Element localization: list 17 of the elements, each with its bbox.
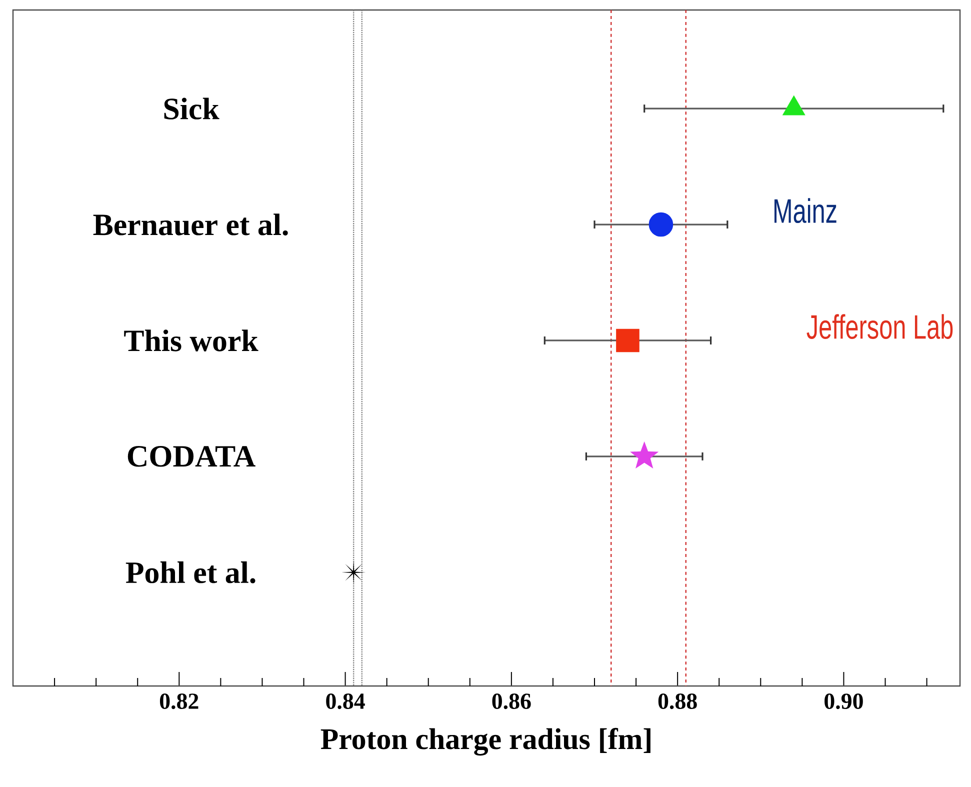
y-tick-label: Sick (164, 98, 220, 120)
point (616, 328, 640, 352)
x-tick-label: 0.90 (824, 694, 863, 710)
y-tick-label: Pohl et al. (126, 561, 256, 584)
x-axis-title: Proton charge radius [fm] (320, 728, 650, 756)
point (648, 212, 674, 237)
annotation: Mainz (774, 198, 836, 224)
annotation: Jefferson Lab (806, 314, 953, 339)
point (630, 441, 659, 469)
x-tick-label: 0.84 (326, 694, 365, 710)
y-tick-label: This work (124, 330, 258, 352)
point (782, 96, 805, 116)
x-tick-label: 0.86 (492, 694, 531, 710)
x-tick-label: 0.82 (160, 694, 198, 710)
y-tick-label: CODATA (128, 446, 256, 467)
y-tick-label: Bernauer et al. (93, 214, 288, 236)
x-tick-label: 0.88 (658, 694, 697, 710)
